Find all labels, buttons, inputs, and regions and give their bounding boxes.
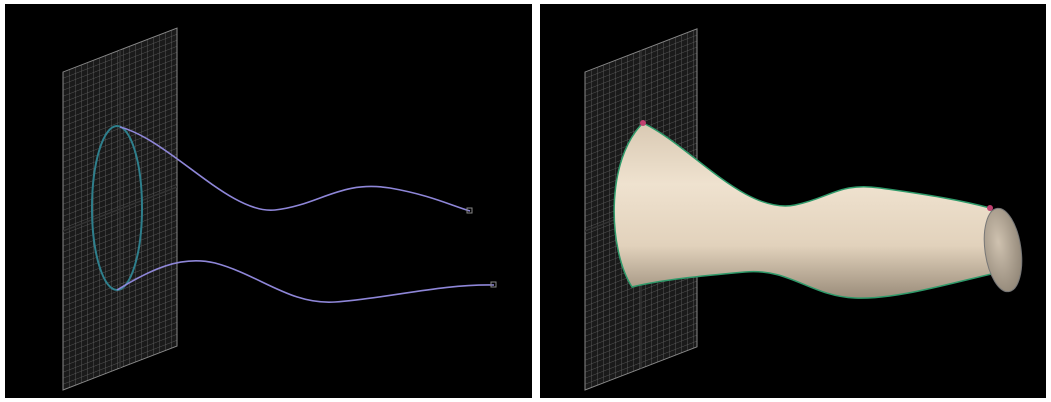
- grid-plane: [62, 27, 178, 391]
- surface-end-cap: [983, 207, 1023, 293]
- path-curve: [116, 260, 495, 303]
- curve-endpoint: [490, 281, 497, 288]
- loft-surface: [613, 122, 1020, 299]
- path-curve: [119, 126, 471, 212]
- plane-axis: [63, 186, 177, 232]
- curve-endpoint: [466, 207, 473, 214]
- vertex-marker: [987, 205, 993, 211]
- vertex-marker: [640, 120, 646, 126]
